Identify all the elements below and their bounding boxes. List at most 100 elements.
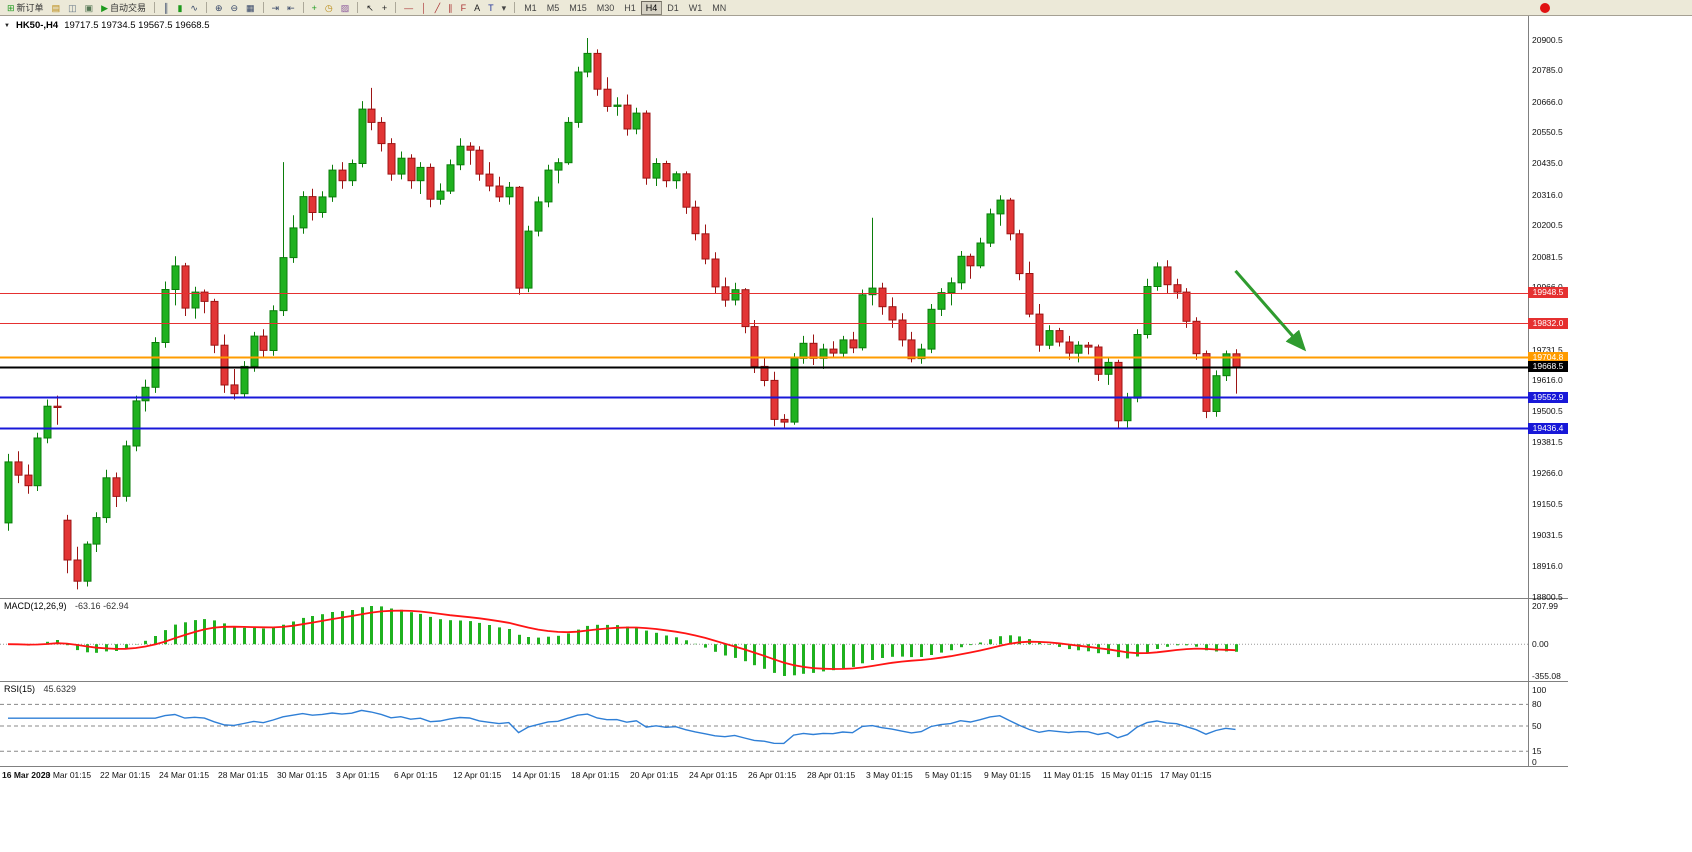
time-axis-label: 11 May 01:15	[1043, 770, 1094, 780]
price-axis-label: 80	[1532, 698, 1542, 709]
shapes-tool-button[interactable]: ▾	[498, 1, 511, 15]
trendline-tool-icon: ╱	[434, 2, 441, 13]
indicators-button[interactable]: +	[308, 1, 321, 15]
crosshair-button[interactable]: +	[378, 1, 391, 15]
timeframe-h4-button[interactable]: H4	[640, 0, 663, 15]
timeframe-d1-button[interactable]: D1	[662, 1, 684, 15]
price-axis-label: 19500.5	[1532, 405, 1563, 416]
cursor-icon: ↖	[366, 2, 374, 13]
price-axis-label: -355.08	[1532, 670, 1561, 681]
text-tool-button[interactable]: A	[470, 1, 484, 15]
timeframe-d1-button-label: D1	[667, 2, 679, 13]
timeframe-w1-button[interactable]: W1	[684, 1, 708, 15]
rsi-value: 45.6329	[43, 684, 77, 694]
price-axis-label: 50	[1532, 720, 1542, 731]
line-chart-icon: ∿	[190, 2, 198, 13]
time-axis-label: 24 Mar 01:15	[159, 770, 210, 780]
zoom-in-button[interactable]: ⊕	[211, 1, 227, 15]
line-chart-button[interactable]: ∿	[186, 1, 202, 15]
toolbar-separator	[262, 2, 264, 13]
price-axis-label: 15	[1532, 745, 1542, 756]
horizontal-lines-layer[interactable]	[0, 293, 1528, 430]
new-order-button[interactable]: ⊞ 新订单	[3, 1, 48, 15]
macd-label: MACD(12,26,9) -63.16 -62.94	[4, 601, 129, 611]
rsi-label: RSI(15) 45.6329	[4, 684, 76, 694]
time-axis-label: 14 Apr 01:15	[512, 770, 561, 780]
vline-tool-button[interactable]: │	[417, 1, 431, 15]
auto-scroll-button[interactable]: ⇥	[268, 1, 284, 15]
price-axis[interactable]: 20900.5 20785.0 20666.0 20550.5 20435.0 20316…	[1528, 16, 1568, 767]
shapes-tool-icon: ▾	[501, 2, 507, 13]
rsi-params: RSI(15)	[4, 684, 36, 694]
time-axis[interactable]: 16 Mar 2023 20 Mar 01:15 22 Mar 01:15 24 Ma…	[0, 767, 1568, 785]
timeframe-m30-button[interactable]: M30	[592, 1, 620, 15]
price-badge: 19948.5	[1528, 287, 1568, 298]
time-axis-label: 3 May 01:15	[866, 770, 913, 780]
auto-scroll-icon: ⇥	[271, 2, 280, 13]
toolbar-separator	[154, 2, 156, 13]
label-tool-icon: T	[488, 2, 494, 13]
market-watch-icon: ▣	[84, 2, 94, 13]
candlestick-chart-button[interactable]: ▮	[173, 1, 186, 15]
macd-values: -63.16 -62.94	[75, 601, 129, 611]
time-axis-label: 30 Mar 01:15	[277, 770, 328, 780]
bar-chart-button[interactable]: ║	[159, 1, 173, 15]
notification-icon[interactable]	[1540, 3, 1550, 13]
price-axis-label: 19381.5	[1532, 437, 1563, 448]
channel-tool-button[interactable]: ∥	[444, 1, 457, 15]
price-axis-label: 20316.0	[1532, 189, 1563, 200]
price-axis-label: 0.00	[1532, 638, 1549, 649]
chart-shift-icon: ⇤	[287, 2, 295, 13]
chart-canvas[interactable]	[0, 0, 1568, 852]
price-axis-label: 19150.5	[1532, 498, 1563, 509]
time-axis-label: 16 Mar 2023	[2, 770, 51, 780]
price-axis-label: 19731.5	[1532, 344, 1563, 355]
timeframe-m5-button-label: M5	[546, 2, 560, 13]
auto-trading-button[interactable]: ▶ 自动交易	[97, 1, 150, 15]
timeframe-m1-button[interactable]: M1	[519, 1, 542, 15]
timeframe-m5-button[interactable]: M5	[542, 1, 565, 15]
trend-arrow-annotation[interactable]	[1234, 269, 1307, 352]
timeframe-h4-button-label: H4	[645, 2, 658, 13]
price-axis-label: 20900.5	[1532, 34, 1563, 45]
cursor-button[interactable]: ↖	[362, 1, 378, 15]
chart-context-icon[interactable]: ▼	[4, 22, 10, 29]
auto-trading-button-label: 自动交易	[110, 3, 147, 13]
timeframe-m15-button[interactable]: M15	[564, 1, 592, 15]
new-chart-button[interactable]: ▤	[48, 1, 65, 15]
zoom-out-button[interactable]: ⊖	[226, 1, 242, 15]
market-watch-button[interactable]: ▣	[81, 1, 98, 15]
bar-chart-icon: ║	[163, 2, 170, 13]
time-axis-label: 26 Apr 01:15	[748, 770, 797, 780]
chart-ohlc-values: 19717.5 19734.5 19567.5 19668.5	[64, 20, 210, 31]
label-tool-button[interactable]: T	[484, 1, 498, 15]
zoom-in-icon: ⊕	[214, 2, 223, 13]
vline-tool-icon: │	[421, 2, 427, 13]
price-axis-label: 207.99	[1532, 600, 1558, 611]
fibonacci-tool-button[interactable]: F	[457, 1, 471, 15]
price-axis-label: 20081.5	[1532, 251, 1563, 262]
candles-layer	[4, 38, 1241, 590]
hline-tool-button[interactable]: —	[400, 1, 417, 15]
periods-button[interactable]: ◷	[321, 1, 337, 15]
trendline-tool-button[interactable]: ╱	[431, 1, 444, 15]
hline-tool-icon: —	[404, 2, 414, 13]
price-badge: 19436.4	[1528, 422, 1568, 434]
time-axis-label: 18 Apr 01:15	[571, 770, 620, 780]
time-axis-label: 20 Apr 01:15	[630, 770, 679, 780]
time-axis-label: 9 May 01:15	[984, 770, 1031, 780]
new-order-icon: ⊞	[7, 2, 15, 13]
chart-shift-button[interactable]: ⇤	[283, 1, 299, 15]
main-toolbar: ⊞ 新订单 ▤ ◫ ▣ ▶ 自动交易 ║ ▮ ∿ ⊕ ⊖ ▦ ⇥ ⇤ + ◷ ▨ ↖ + — │ ╱ ∥ F A T ▾ M1 M5 M15…	[0, 0, 1692, 16]
price-axis-label: 19031.5	[1532, 530, 1563, 541]
timeframe-h1-button[interactable]: H1	[619, 1, 641, 15]
grid-button[interactable]: ▦	[242, 1, 259, 15]
candlestick-chart-icon: ▮	[177, 2, 183, 13]
time-axis-label: 3 Apr 01:15	[336, 770, 380, 780]
price-axis-label: 20666.0	[1532, 96, 1563, 107]
time-axis-label: 28 Apr 01:15	[807, 770, 856, 780]
crosshair-icon: +	[381, 2, 388, 13]
timeframe-mn-button[interactable]: MN	[707, 1, 731, 15]
templates-button[interactable]: ▨	[337, 1, 354, 15]
profiles-button[interactable]: ◫	[64, 1, 81, 15]
